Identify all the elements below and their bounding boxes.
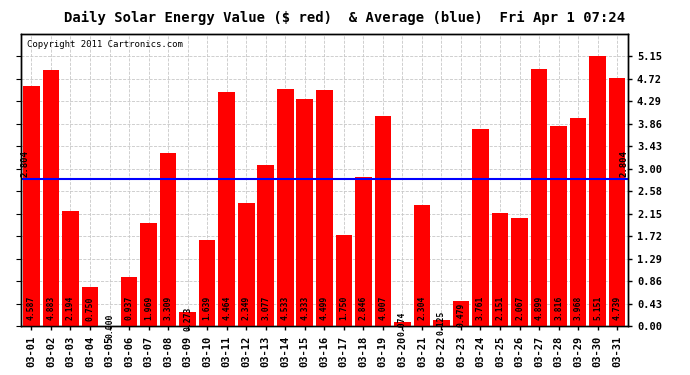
- Text: 0.273: 0.273: [183, 307, 192, 331]
- Text: 3.761: 3.761: [476, 296, 485, 320]
- Text: Daily Solar Energy Value ($ red)  & Average (blue)  Fri Apr 1 07:24: Daily Solar Energy Value ($ red) & Avera…: [64, 11, 626, 26]
- Bar: [238, 203, 255, 326]
- Bar: [531, 69, 547, 326]
- Text: 3.309: 3.309: [164, 296, 172, 320]
- Text: 2.349: 2.349: [241, 296, 250, 320]
- Bar: [218, 92, 235, 326]
- Bar: [297, 99, 313, 326]
- Bar: [433, 320, 450, 326]
- Text: 2.304: 2.304: [417, 296, 426, 320]
- Bar: [453, 301, 469, 326]
- Text: 2.804: 2.804: [620, 150, 629, 177]
- Text: 0.074: 0.074: [398, 312, 407, 336]
- Text: 4.333: 4.333: [300, 296, 309, 320]
- Text: 4.533: 4.533: [281, 296, 290, 320]
- Text: 4.464: 4.464: [222, 296, 231, 320]
- Text: 4.499: 4.499: [319, 296, 329, 320]
- Text: 3.077: 3.077: [262, 296, 270, 320]
- Bar: [472, 129, 489, 326]
- Bar: [394, 322, 411, 326]
- Bar: [179, 312, 196, 326]
- Text: 4.739: 4.739: [613, 296, 622, 320]
- Bar: [570, 118, 586, 326]
- Text: 4.883: 4.883: [46, 296, 55, 320]
- Text: 5.151: 5.151: [593, 296, 602, 320]
- Text: 4.007: 4.007: [378, 296, 387, 320]
- Text: 0.125: 0.125: [437, 311, 446, 335]
- Bar: [23, 86, 40, 326]
- Bar: [81, 287, 98, 326]
- Bar: [43, 70, 59, 326]
- Text: 1.639: 1.639: [203, 296, 212, 320]
- Text: 2.846: 2.846: [359, 296, 368, 320]
- Bar: [375, 116, 391, 326]
- Text: 2.804: 2.804: [20, 150, 29, 177]
- Bar: [413, 206, 431, 326]
- Bar: [121, 277, 137, 326]
- Bar: [609, 78, 625, 326]
- Text: 3.968: 3.968: [573, 296, 582, 320]
- Bar: [140, 223, 157, 326]
- Text: 0.937: 0.937: [125, 296, 134, 320]
- Bar: [589, 56, 606, 326]
- Text: 4.587: 4.587: [27, 296, 36, 320]
- Bar: [316, 90, 333, 326]
- Text: 2.067: 2.067: [515, 296, 524, 320]
- Bar: [160, 153, 177, 326]
- Text: 2.194: 2.194: [66, 296, 75, 320]
- Bar: [551, 126, 567, 326]
- Bar: [511, 218, 528, 326]
- Text: 1.969: 1.969: [144, 296, 153, 320]
- Text: Copyright 2011 Cartronics.com: Copyright 2011 Cartronics.com: [27, 40, 183, 49]
- Text: 0.479: 0.479: [457, 303, 466, 327]
- Bar: [257, 165, 274, 326]
- Text: 2.151: 2.151: [495, 296, 504, 320]
- Text: 0.750: 0.750: [86, 296, 95, 321]
- Text: 4.899: 4.899: [535, 296, 544, 320]
- Bar: [199, 240, 215, 326]
- Text: 1.750: 1.750: [339, 296, 348, 320]
- Bar: [62, 211, 79, 326]
- Bar: [355, 177, 372, 326]
- Text: 3.816: 3.816: [554, 296, 563, 320]
- Bar: [335, 234, 352, 326]
- Text: 0.000: 0.000: [105, 314, 114, 338]
- Bar: [492, 213, 509, 326]
- Bar: [277, 88, 293, 326]
